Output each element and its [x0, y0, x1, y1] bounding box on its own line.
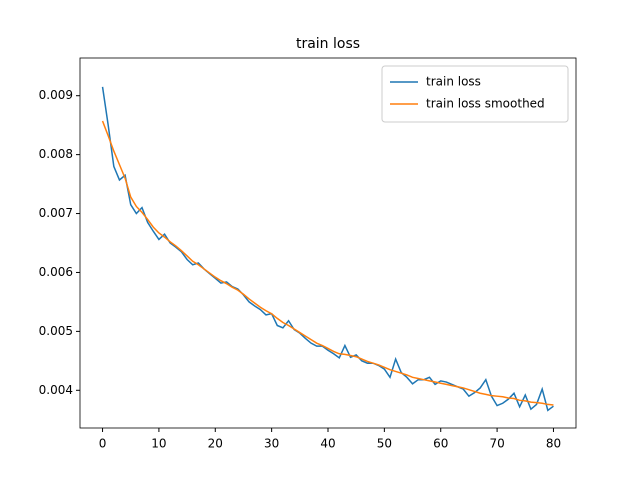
x-tick-label: 40: [320, 437, 335, 451]
legend-label: train loss: [426, 75, 481, 89]
chart-title: train loss: [296, 36, 360, 52]
x-tick-label: 10: [151, 437, 166, 451]
plot-frame: [79, 57, 577, 429]
legend-box: [381, 65, 569, 123]
x-tick-label: 80: [546, 437, 561, 451]
line-series: [101, 120, 554, 406]
x-tick-label: 60: [433, 437, 448, 451]
y-tick-label: 0.005: [39, 324, 73, 338]
y-tick-label: 0.007: [39, 206, 73, 220]
line-series: [101, 86, 554, 412]
y-tick-label: 0.004: [39, 383, 73, 397]
x-tick-label: 30: [264, 437, 279, 451]
x-tick-label: 20: [208, 437, 223, 451]
legend-label: train loss smoothed: [426, 97, 545, 111]
x-tick-label: 50: [377, 437, 392, 451]
x-tick-label: 0: [99, 437, 107, 451]
y-tick-label: 0.006: [39, 265, 73, 279]
x-tick-label: 70: [489, 437, 504, 451]
y-tick-label: 0.009: [39, 88, 73, 102]
y-tick-label: 0.008: [39, 147, 73, 161]
